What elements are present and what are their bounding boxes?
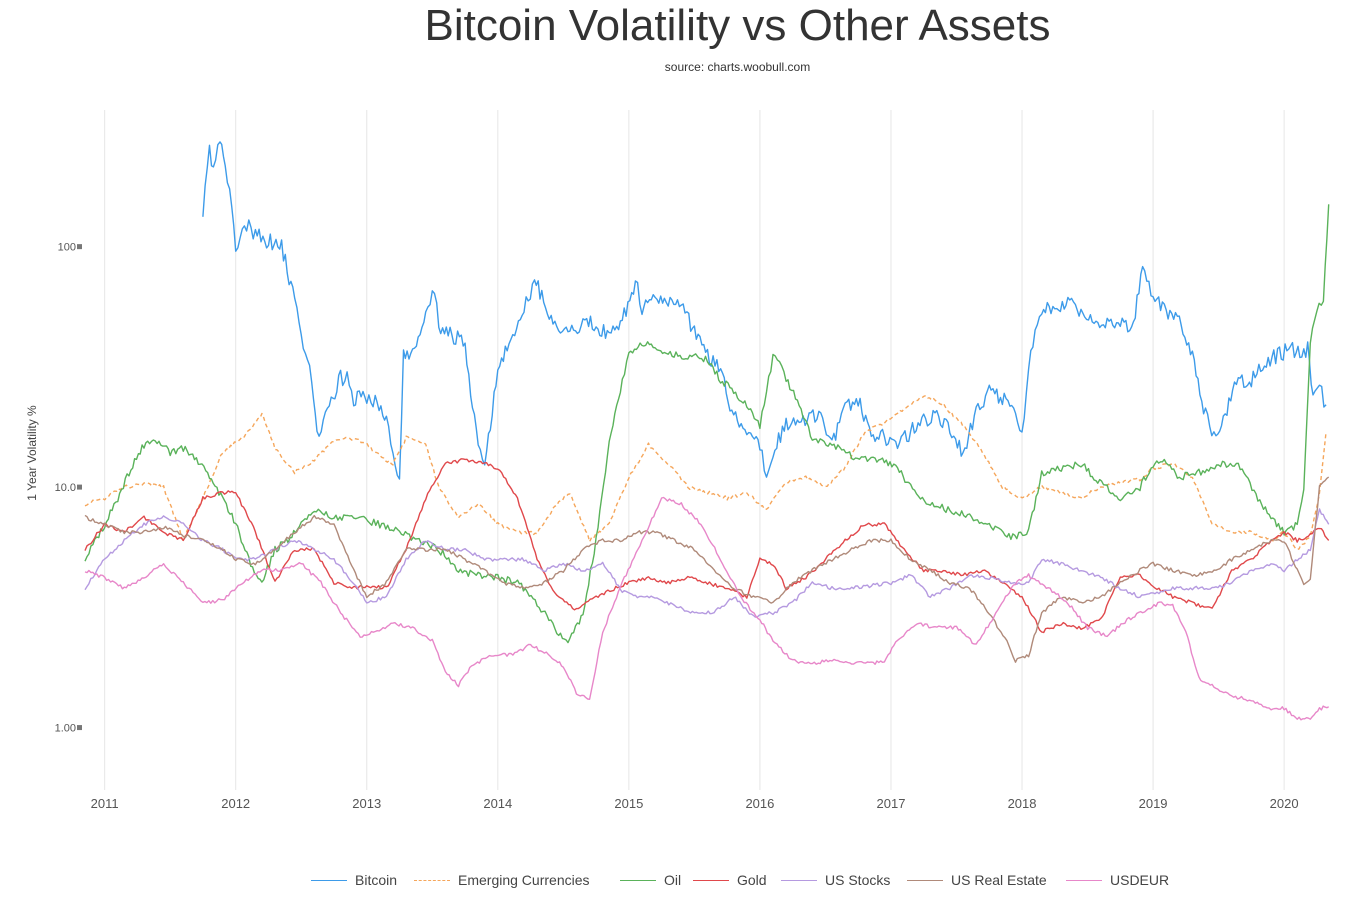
- legend-item-bitcoin[interactable]: Bitcoin: [311, 872, 397, 888]
- legend-label: Gold: [737, 872, 767, 888]
- x-tick-label: 2019: [1139, 796, 1168, 811]
- x-tick-label: 2016: [745, 796, 774, 811]
- legend-label: US Real Estate: [951, 872, 1047, 888]
- series-line-gold: [84, 458, 1330, 634]
- x-tick-label: 2017: [877, 796, 906, 811]
- y-tick-mark: [77, 244, 82, 250]
- x-axis: 2011 2012 2013 2014 2015 2016 2017 2018 2019 2020: [91, 796, 1299, 811]
- x-tick-label: 2020: [1270, 796, 1299, 811]
- legend-swatch: [620, 879, 656, 881]
- x-tick-label: 2015: [614, 796, 643, 811]
- y-tick-label: 100: [58, 242, 76, 254]
- y-tick-label: 10.0: [55, 482, 76, 494]
- legend-item-emerging-currencies[interactable]: Emerging Currencies: [414, 872, 590, 888]
- legend-swatch: [414, 879, 450, 881]
- series-line-us-stocks: [84, 508, 1330, 618]
- legend-item-usdeur[interactable]: USDEUR: [1066, 872, 1169, 888]
- legend-label: USDEUR: [1110, 872, 1170, 888]
- legend-item-oil[interactable]: Oil: [620, 872, 681, 888]
- legend-item-gold[interactable]: Gold: [693, 872, 767, 888]
- legend-swatch: [1066, 879, 1102, 881]
- x-tick-label: 2014: [483, 796, 512, 811]
- legend-swatch: [311, 879, 347, 881]
- x-tick-label: 2013: [352, 796, 381, 811]
- legend-label: Oil: [664, 872, 682, 888]
- series-line-usdeur: [84, 496, 1330, 721]
- y-tick-mark: [77, 484, 82, 490]
- series-line-oil: [84, 204, 1330, 644]
- series-line-bitcoin: [202, 141, 1327, 480]
- grid-lines: [104, 110, 1285, 790]
- legend-label: Bitcoin: [355, 872, 398, 888]
- series-line-us-real-estate: [84, 476, 1330, 663]
- legend-swatch: [781, 879, 817, 881]
- x-tick-label: 2012: [221, 796, 250, 811]
- series-lines: [84, 141, 1330, 721]
- chart-legend: Bitcoin Emerging Currencies Oil Gold US Stoc…: [0, 872, 1363, 892]
- y-axis: 1.00 10.0 100: [55, 242, 82, 735]
- legend-item-us-real-estate[interactable]: US Real Estate: [907, 872, 1047, 888]
- x-tick-label: 2018: [1008, 796, 1037, 811]
- legend-swatch: [907, 879, 943, 881]
- chart-subtitle: source: charts.woobull.com: [664, 60, 811, 74]
- series-line-emerging-currencies: [84, 394, 1327, 551]
- y-tick-mark: [77, 725, 82, 731]
- y-tick-label: 1.00: [55, 723, 76, 735]
- x-tick-label: 2011: [91, 796, 119, 811]
- legend-item-us-stocks[interactable]: US Stocks: [781, 872, 890, 888]
- chart-title: Bitcoin Volatility vs Other Assets: [424, 1, 1051, 50]
- legend-swatch: [693, 879, 729, 881]
- volatility-chart: 1.00 10.0 100 2011 2012 2013 2014 2015 2016 2017…: [55, 110, 1330, 811]
- legend-label: Emerging Currencies: [458, 872, 590, 888]
- legend-label: US Stocks: [825, 872, 891, 888]
- y-axis-label: 1 Year Volatility %: [25, 405, 39, 501]
